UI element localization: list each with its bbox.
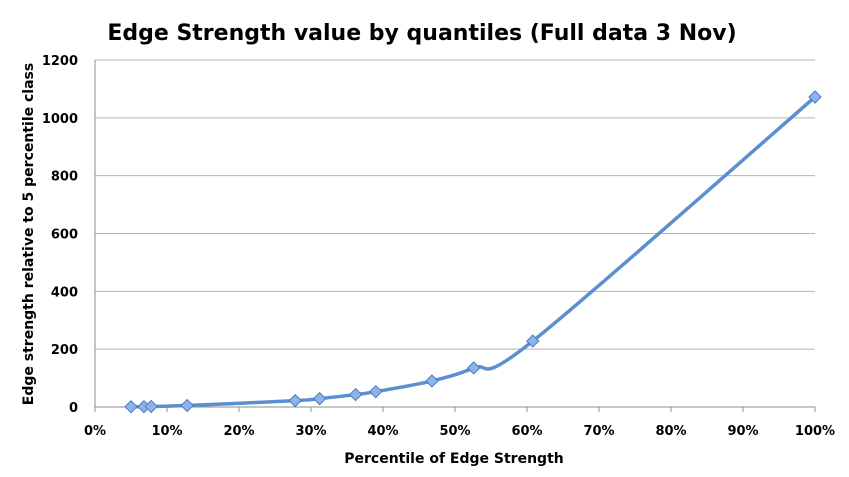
x-tick-label: 50% <box>439 424 470 439</box>
x-tick-label: 10% <box>151 424 182 439</box>
data-point-marker <box>369 384 383 399</box>
x-tick-label: 100% <box>795 424 835 439</box>
data-point-marker <box>348 387 363 402</box>
y-tick-label: 600 <box>51 228 78 243</box>
data-point-marker <box>808 90 822 104</box>
data-point-marker <box>124 400 138 414</box>
data-point-marker <box>180 398 194 413</box>
x-tick-label: 0% <box>84 424 106 439</box>
y-tick-label: 200 <box>51 343 78 358</box>
x-axis-label: Percentile of Edge Strength <box>344 451 563 467</box>
gridlines <box>95 59 815 350</box>
x-tick-label: 80% <box>655 424 686 439</box>
y-tick-label: 800 <box>51 170 78 185</box>
y-tick-label: 1000 <box>42 112 78 127</box>
data-point-marker <box>425 374 439 388</box>
data-point-marker <box>288 393 302 408</box>
data-point-marker <box>144 399 158 414</box>
x-tick-labels: 0% 10% 20% 30% 40% 50% 60% 70% 80% 90% 100% <box>84 424 835 439</box>
data-point-marker <box>526 334 540 348</box>
y-tick-label: 0 <box>69 401 78 416</box>
series-group <box>124 90 822 414</box>
x-tick-label: 20% <box>223 424 254 439</box>
y-axis-label: Edge strength relative to 5 percentile c… <box>21 63 37 405</box>
y-tick-labels: 0 200 400 600 800 1000 1200 <box>42 54 78 416</box>
chart-title: Edge Strength value by quantiles (Full d… <box>107 21 736 46</box>
y-tick-label: 400 <box>51 285 78 300</box>
x-tick-label: 30% <box>295 424 326 439</box>
x-tick-label: 90% <box>727 424 758 439</box>
data-point-marker <box>467 361 481 375</box>
series-line <box>129 95 817 409</box>
x-tick-label: 60% <box>511 424 542 439</box>
x-tick-label: 40% <box>367 424 398 439</box>
x-tick-label: 70% <box>583 424 614 439</box>
data-point-marker <box>312 391 327 406</box>
axes <box>94 60 816 412</box>
y-tick-label: 1200 <box>42 54 78 69</box>
